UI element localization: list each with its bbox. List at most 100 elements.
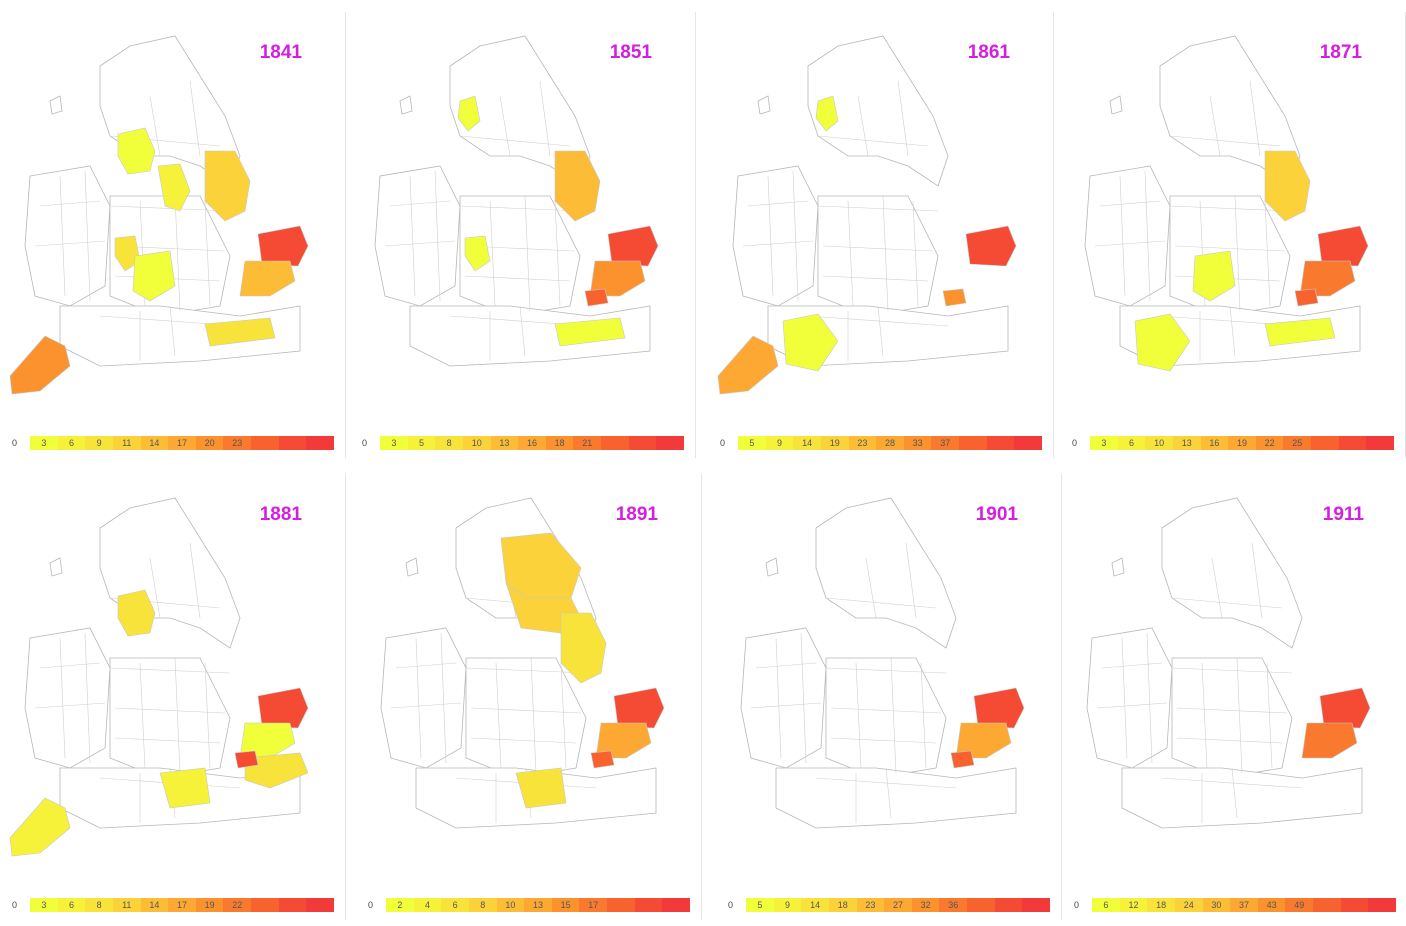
region-cornwall xyxy=(717,335,779,395)
legend-cell: 8 xyxy=(85,898,113,912)
county-line xyxy=(1249,80,1261,157)
legend-cell: 43 xyxy=(1257,898,1286,912)
county-line xyxy=(489,200,496,307)
legend-cell xyxy=(662,898,691,912)
county-line xyxy=(890,657,897,774)
legend-cell: 14 xyxy=(140,898,169,912)
county-line xyxy=(524,195,531,312)
legend-cell: 10 xyxy=(1145,436,1173,450)
county-line xyxy=(1146,632,1153,764)
legend-cell xyxy=(1340,898,1369,912)
legend-cell xyxy=(251,436,279,450)
county-line xyxy=(415,637,422,759)
county-line xyxy=(409,175,416,297)
region-devon xyxy=(1134,313,1191,372)
legend-zero-label: 0 xyxy=(368,900,374,910)
county-line xyxy=(434,170,441,302)
panel-divider xyxy=(345,12,346,458)
county-line xyxy=(109,205,231,212)
county-line xyxy=(39,662,101,669)
county-line xyxy=(149,95,161,157)
region-london xyxy=(950,750,975,769)
year-label: 1911 xyxy=(1322,504,1364,525)
outline-midlands xyxy=(465,657,587,779)
legend-cell: 5 xyxy=(746,898,774,912)
legend-cell xyxy=(278,436,307,450)
county-line xyxy=(1174,245,1286,252)
county-line xyxy=(390,702,462,709)
county-line xyxy=(800,632,807,764)
county-line xyxy=(825,597,937,609)
legend-cell: 22 xyxy=(223,898,252,912)
county-line xyxy=(865,557,877,619)
year-label: 1851 xyxy=(609,42,652,63)
legend-cell: 16 xyxy=(1200,436,1229,450)
region-lancs xyxy=(117,589,156,637)
legend-cell: 6 xyxy=(441,898,469,912)
map-panel-1881: 1881 0 3 6 8 11 14 17 19 22 xyxy=(0,468,346,926)
legend-cell: 32 xyxy=(911,898,940,912)
county-line xyxy=(857,95,869,157)
legend-cell: 37 xyxy=(931,436,960,450)
map-panel-1891: 1891 0 2 4 6 8 10 13 15 17 xyxy=(356,468,702,926)
legend-zero-label: 0 xyxy=(12,900,18,910)
legend-cell: 13 xyxy=(490,436,519,450)
county-line xyxy=(792,170,799,302)
county-line xyxy=(384,240,456,247)
county-line xyxy=(1176,707,1288,714)
county-line xyxy=(1266,662,1273,769)
county-line xyxy=(822,245,934,252)
region-essex xyxy=(1301,722,1358,759)
county-line xyxy=(34,240,106,247)
county-map xyxy=(717,35,1017,395)
county-line xyxy=(59,637,66,759)
outline-midlands xyxy=(109,657,231,779)
legend-bar: 3 6 9 11 14 17 20 23 xyxy=(30,436,335,450)
legend-cell: 10 xyxy=(462,436,491,450)
legend-cell: 9 xyxy=(773,898,802,912)
region-hereford xyxy=(464,235,491,272)
legend-cell: 23 xyxy=(848,436,877,450)
county-line xyxy=(464,275,571,282)
legend-zero-label: 0 xyxy=(12,438,18,448)
legend-cell xyxy=(1022,898,1051,912)
county-line xyxy=(554,200,561,307)
region-hants xyxy=(515,767,567,809)
county-line xyxy=(389,200,451,207)
county-line xyxy=(530,657,537,774)
year-label: 1881 xyxy=(259,504,302,525)
legend-cell: 9 xyxy=(765,436,794,450)
legend-cell: 8 xyxy=(468,898,497,912)
region-suffolk xyxy=(257,225,309,267)
county-map xyxy=(380,497,665,829)
legend-cell: 14 xyxy=(140,436,169,450)
county-line xyxy=(169,305,176,357)
county-line xyxy=(539,80,551,157)
legend-cell xyxy=(278,898,307,912)
legend-cell: 17 xyxy=(168,436,196,450)
county-line xyxy=(149,557,161,619)
county-line xyxy=(465,667,587,674)
county-line xyxy=(459,135,571,147)
outline-wales xyxy=(1084,165,1171,307)
legend-cell: 10 xyxy=(496,898,525,912)
county-line xyxy=(1119,175,1126,297)
county-line xyxy=(1231,767,1238,819)
legend-cell: 14 xyxy=(793,436,821,450)
legend-cell xyxy=(251,898,279,912)
legend-cell: 11 xyxy=(112,898,141,912)
county-line xyxy=(1201,662,1208,769)
legend-cell xyxy=(1338,436,1367,450)
county-line xyxy=(750,702,822,709)
county-line xyxy=(1161,777,1303,789)
legend-cell: 6 xyxy=(57,898,86,912)
legend-cell: 14 xyxy=(801,898,829,912)
county-line xyxy=(817,205,939,212)
outline-wales xyxy=(24,627,111,769)
region-suffolk xyxy=(1319,687,1371,729)
county-line xyxy=(877,305,884,357)
legend-cell: 27 xyxy=(884,898,912,912)
legend-cell: 16 xyxy=(518,436,546,450)
county-line xyxy=(1236,657,1243,774)
